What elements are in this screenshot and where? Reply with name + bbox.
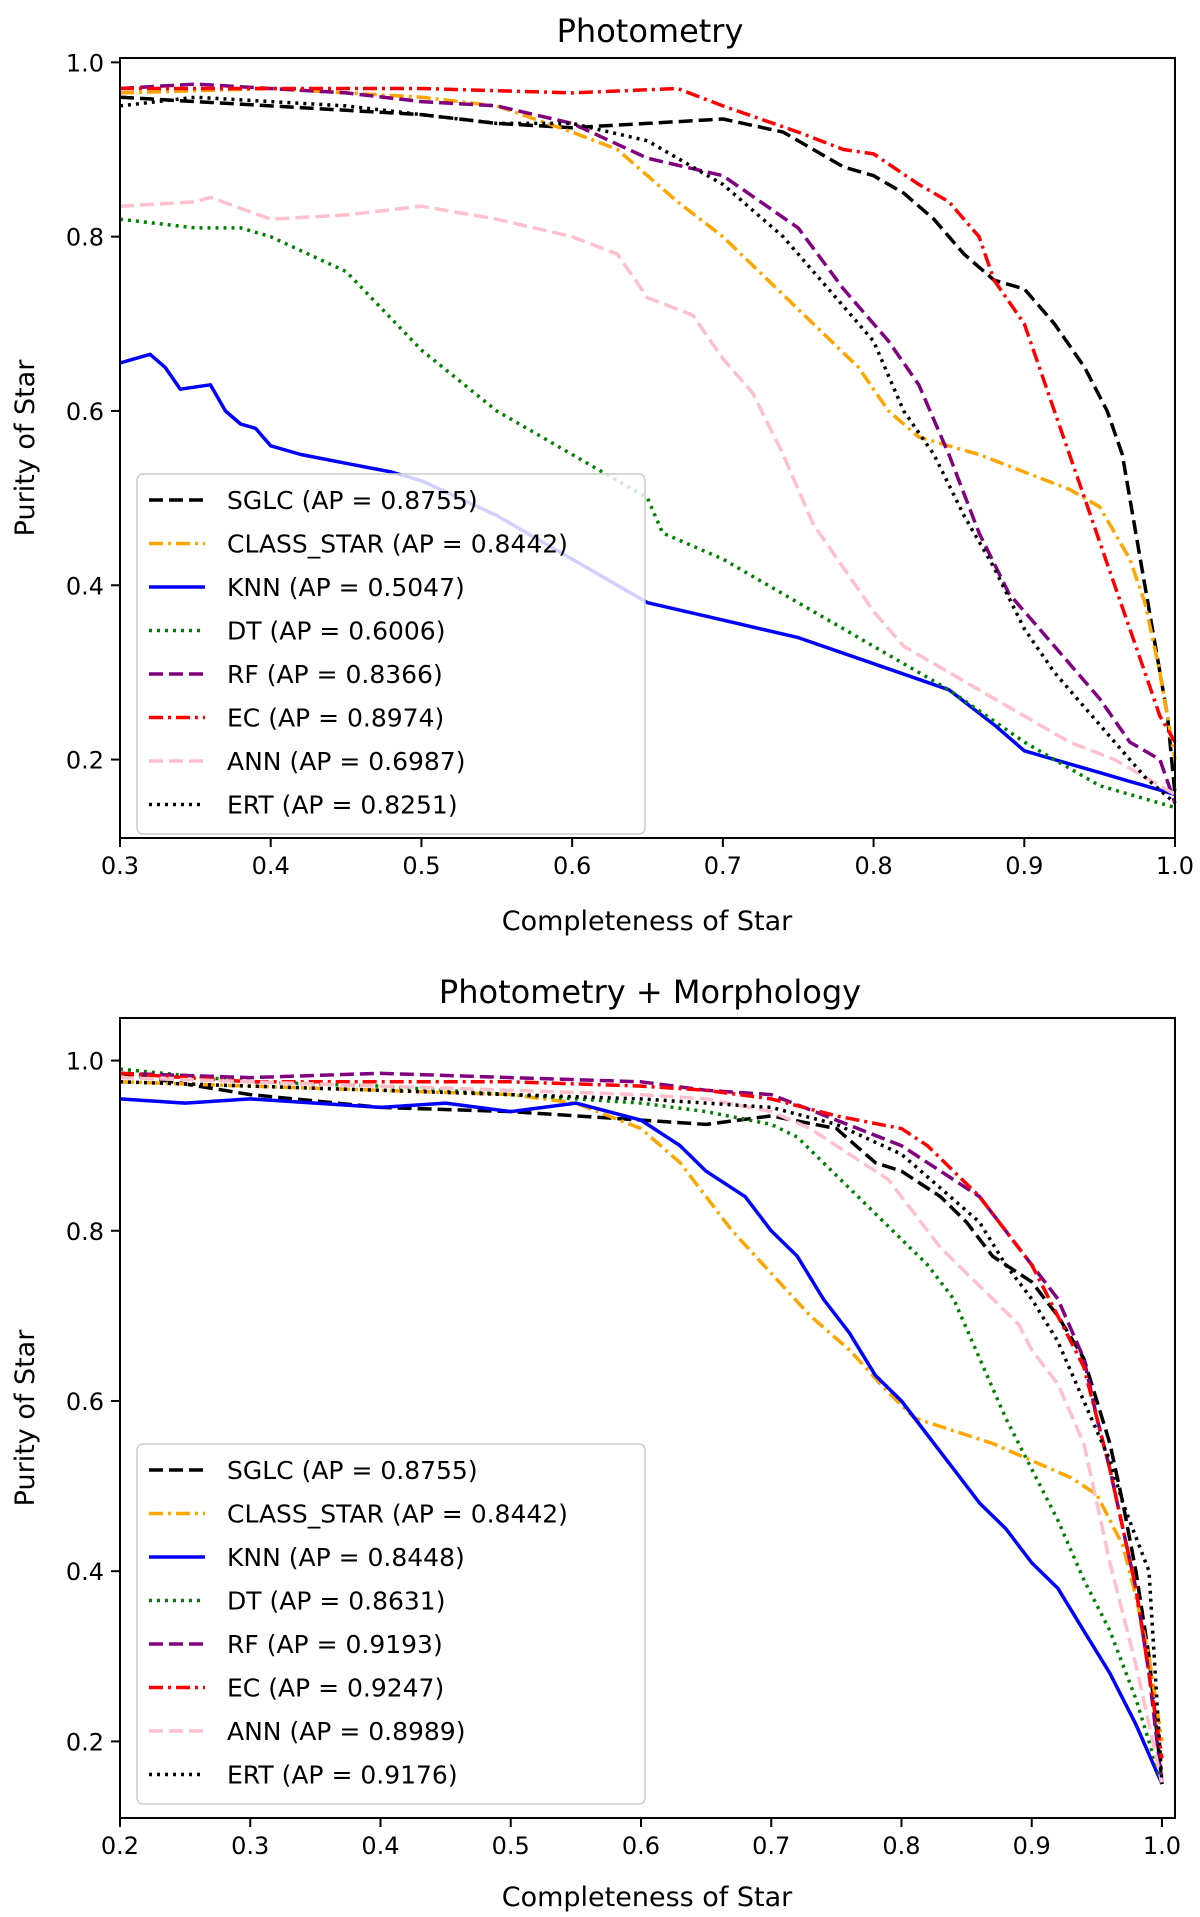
y-tick-label: 0.6 <box>66 398 104 426</box>
x-tick-label: 0.9 <box>1013 1832 1051 1860</box>
series-line-ec <box>120 86 1177 743</box>
legend: SGLC (AP = 0.8755) CLASS_STAR (AP = 0.844… <box>136 1443 646 1805</box>
legend-label-ert: ERT (AP = 0.8251) <box>227 791 458 820</box>
y-tick-label: 0.2 <box>66 1728 104 1756</box>
x-tick-label: 0.4 <box>252 852 290 880</box>
series-line-knn <box>119 1097 1164 1785</box>
series-line-class-star <box>119 1080 1164 1742</box>
series-line-dt <box>119 1067 1164 1785</box>
x-tick-label: 0.8 <box>882 1832 920 1860</box>
x-tick-label: 1.0 <box>1143 1832 1181 1860</box>
x-tick-label: 0.8 <box>854 852 892 880</box>
chart-title: Photometry + Morphology <box>439 973 861 1011</box>
legend-label-sglc: SGLC (AP = 0.8755) <box>227 1456 478 1485</box>
legend-label-class-star: CLASS_STAR (AP = 0.8442) <box>227 530 568 559</box>
x-tick-label: 0.2 <box>101 1832 139 1860</box>
series-line-class-star <box>119 86 1177 760</box>
y-axis-label: Purity of Star <box>10 1329 41 1507</box>
legend-label-class-star: CLASS_STAR (AP = 0.8442) <box>227 1500 568 1529</box>
series-line-ec <box>119 1071 1164 1759</box>
legend-label-sglc: SGLC (AP = 0.8755) <box>227 486 478 515</box>
axis-ticks: 0.3 0.4 0.5 0.6 0.7 0.8 0.9 1.0 0.2 0.4 0.6 0.8 1.0 <box>66 49 1194 880</box>
y-axis-label: Purity of Star <box>10 359 41 537</box>
y-tick-label: 0.6 <box>66 1388 104 1416</box>
legend-label-dt: DT (AP = 0.8631) <box>227 1587 445 1616</box>
series-line-sglc <box>119 1071 1164 1785</box>
x-axis-label: Completeness of Star <box>502 906 793 937</box>
legend-label-knn: KNN (AP = 0.5047) <box>227 573 465 602</box>
x-tick-label: 0.6 <box>553 852 591 880</box>
x-tick-label: 1.0 <box>1156 852 1194 880</box>
y-tick-label: 1.0 <box>66 1048 104 1076</box>
series-lines <box>119 82 1177 810</box>
x-tick-label: 0.9 <box>1005 852 1043 880</box>
series-lines <box>119 1067 1164 1785</box>
plot-frame <box>119 57 1176 839</box>
x-tick-label: 0.5 <box>402 852 440 880</box>
y-tick-label: 0.8 <box>66 224 104 252</box>
x-axis-label: Completeness of Star <box>502 1882 793 1913</box>
legend-box <box>136 1443 646 1805</box>
y-tick-label: 0.4 <box>66 1558 104 1586</box>
y-tick-label: 0.4 <box>66 572 104 600</box>
series-line-sglc <box>119 95 1177 795</box>
legend-label-ec: EC (AP = 0.9247) <box>227 1674 444 1703</box>
legend-label-ec: EC (AP = 0.8974) <box>227 704 444 733</box>
x-tick-label: 0.7 <box>752 1832 790 1860</box>
x-tick-label: 0.3 <box>101 852 139 880</box>
x-tick-label: 0.5 <box>492 1832 530 1860</box>
x-tick-label: 0.7 <box>704 852 742 880</box>
y-tick-label: 1.0 <box>66 49 104 77</box>
legend-label-ann: ANN (AP = 0.8989) <box>227 1717 465 1746</box>
legend-label-dt: DT (AP = 0.6006) <box>227 617 445 646</box>
photometry-panel: Photometry 0.3 0.4 0.5 0.6 0.7 0.8 0.9 1.00.20.… <box>10 12 1194 937</box>
series-line-ann <box>119 1075 1164 1785</box>
y-tick-label: 0.8 <box>66 1218 104 1246</box>
legend-box <box>136 473 646 835</box>
x-tick-label: 0.4 <box>361 1832 399 1860</box>
x-tick-label: 0.3 <box>231 1832 269 1860</box>
series-line-rf <box>119 82 1177 804</box>
legend-label-rf: RF (AP = 0.8366) <box>227 660 443 689</box>
legend-label-knn: KNN (AP = 0.8448) <box>227 1543 465 1572</box>
plot-frame <box>119 1017 1176 1819</box>
legend-label-rf: RF (AP = 0.9193) <box>227 1630 443 1659</box>
x-tick-label: 0.6 <box>622 1832 660 1860</box>
series-line-dt <box>119 217 1176 810</box>
photometry-morphology-panel: Photometry + Morphology 0.2 0.3 0.4 0.5 0.6 0… <box>10 973 1181 1913</box>
series-line-ann <box>119 195 1176 796</box>
axis-ticks: 0.2 0.3 0.4 0.5 0.6 0.7 0.8 0.9 1.0 0.2 0.4 0.6 0.8 1… <box>66 1048 1181 1860</box>
legend-label-ann: ANN (AP = 0.6987) <box>227 747 465 776</box>
y-tick-label: 0.2 <box>66 747 104 775</box>
chart-title: Photometry <box>557 12 744 50</box>
legend: SGLC (AP = 0.8755) CLASS_STAR (AP = 0.844… <box>136 473 646 835</box>
legend-label-ert: ERT (AP = 0.9176) <box>227 1761 458 1790</box>
series-line-ert <box>119 95 1177 805</box>
